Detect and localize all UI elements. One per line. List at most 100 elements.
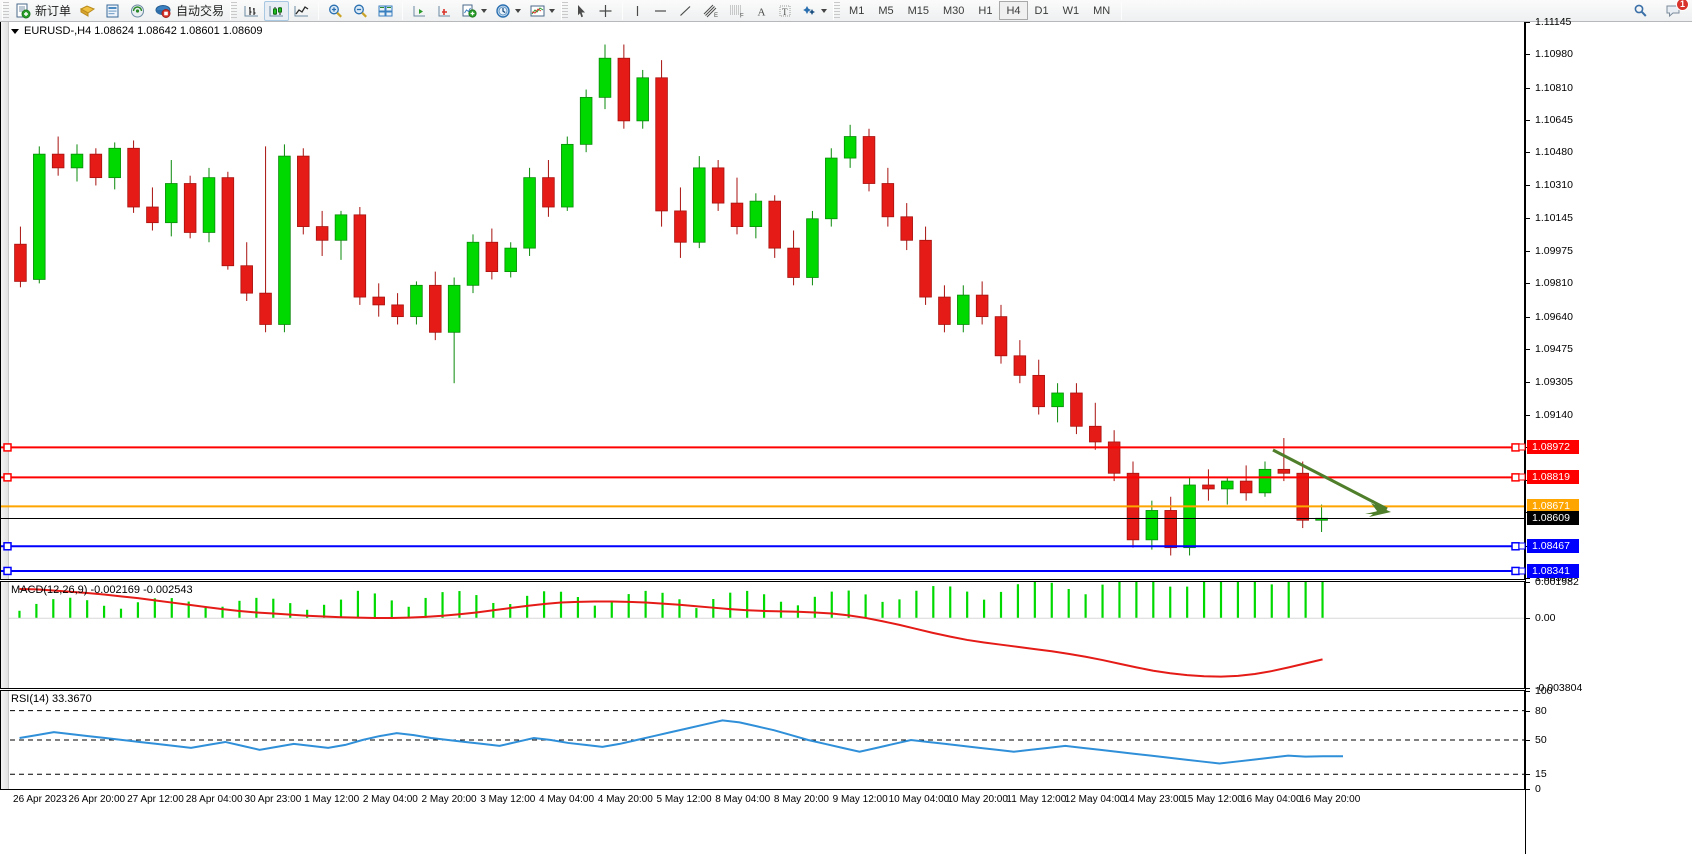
price-level-badge-pivot[interactable]: 1.08671 [1527, 499, 1579, 514]
trendline-button[interactable] [673, 1, 698, 21]
chart-symbol-label: EURUSD-,H4 1.08624 1.08642 1.08601 1.086… [24, 25, 263, 37]
navigator-button[interactable] [125, 1, 150, 21]
rsi-axis-tick: 50 [1526, 734, 1547, 746]
chart-workspace: EURUSD-,H4 1.08624 1.08642 1.08601 1.086… [0, 16, 1692, 854]
timeframe-w1[interactable]: W1 [1062, 5, 1080, 17]
vertical-line-button[interactable] [627, 1, 648, 21]
macd-pane[interactable]: MACD(12,26,9) -0.002169 -0.002543 [0, 581, 1525, 689]
line-chart-button[interactable] [289, 1, 314, 21]
crosshair-button[interactable] [593, 1, 618, 21]
indicator-dropdown-caret[interactable] [481, 8, 488, 13]
time-axis-tick: 10 May 20:00 [947, 794, 1008, 805]
svg-text:T: T [782, 7, 788, 17]
bar-chart-button[interactable] [239, 1, 264, 21]
timeframe-h4[interactable]: H4 [999, 1, 1028, 20]
price-pane[interactable]: EURUSD-,H4 1.08624 1.08642 1.08601 1.086… [0, 22, 1525, 580]
price-level-handle[interactable] [1518, 473, 1526, 481]
time-axis[interactable]: 26 Apr 2023 26 Apr 20:00 27 Apr 12:00 28 Ap… [0, 791, 1525, 813]
price-level-badge-support-1[interactable]: 1.08467 [1527, 539, 1579, 554]
fibonacci-button[interactable]: F [724, 1, 750, 21]
price-level-handle[interactable] [1518, 542, 1526, 550]
toolbar-separator-4 [1121, 1, 1123, 20]
timeframe-m1[interactable]: M1 [849, 5, 865, 17]
templates-button[interactable] [525, 1, 559, 21]
data-window-button[interactable] [100, 1, 125, 21]
time-axis-tick: 16 May 20:00 [1299, 794, 1361, 805]
price-axis[interactable]: 1.11145 1.10980 1.10810 1.10645 1.10480 1.103… [1518, 16, 1692, 854]
time-axis-tick: 9 May 12:00 [832, 794, 888, 805]
rsi-axis-tick: 0 [1526, 783, 1541, 795]
time-axis-tick: 15 May 12:00 [1182, 794, 1243, 805]
timeframe-m30[interactable]: M30 [943, 5, 965, 17]
time-axis-tick: 2 May 20:00 [421, 794, 477, 805]
price-level-handle[interactable] [1518, 567, 1526, 575]
timeframe-m5[interactable]: M5 [878, 5, 894, 17]
time-axis-tick: 16 May 04:00 [1240, 794, 1302, 805]
time-axis-tick: 4 May 20:00 [597, 794, 653, 805]
price-axis-tick: 1.10480 [1526, 146, 1573, 158]
auto-scroll-button[interactable] [432, 1, 457, 21]
arrows-dropdown-caret[interactable] [821, 8, 828, 13]
time-axis-tick: 26 Apr 2023 [13, 794, 67, 805]
rsi-pane-scroll-strip[interactable] [1, 691, 9, 789]
add-indicator-button[interactable] [457, 1, 491, 21]
price-level-handle[interactable] [1518, 443, 1526, 451]
toolbar-grip-3[interactable] [561, 1, 569, 20]
price-level-badge-resistance-1[interactable]: 1.08819 [1527, 470, 1579, 485]
rsi-pane[interactable]: RSI(14) 33.3670 [0, 690, 1525, 790]
macd-axis-tick: 0.00 [1526, 612, 1555, 624]
time-axis-tick: 5 May 12:00 [656, 794, 712, 805]
svg-text:E: E [714, 13, 718, 19]
macd-label: MACD(12,26,9) -0.002169 -0.002543 [11, 584, 193, 596]
autotrading-button[interactable]: 自动交易 [150, 1, 228, 21]
text-button[interactable]: A [750, 1, 773, 21]
price-axis-tick: 1.10645 [1526, 114, 1573, 126]
new-order-button[interactable]: 新订单 [11, 1, 75, 21]
price-level-badge-resistance-2[interactable]: 1.08972 [1527, 440, 1579, 455]
time-axis-tick: 1 May 12:00 [304, 794, 360, 805]
price-level-badge-support-2[interactable]: 1.08341 [1527, 563, 1579, 578]
macd-axis-tick: 0.001982 [1526, 576, 1579, 588]
notifications-button[interactable]: 1 [1661, 0, 1689, 21]
time-axis-tick: 2 May 04:00 [362, 794, 418, 805]
main-toolbar: 新订单 自动交易 [0, 0, 1692, 22]
period-clock-button[interactable] [491, 1, 525, 21]
price-level-badge-current-price[interactable]: 1.08609 [1527, 511, 1579, 526]
market-watch-button[interactable] [75, 1, 100, 21]
time-axis-tick: 12 May 04:00 [1064, 794, 1126, 805]
macd-pane-scroll-strip[interactable] [1, 582, 9, 688]
toolbar-grip[interactable] [2, 1, 9, 20]
tile-windows-button[interactable] [373, 1, 398, 21]
time-axis-tick: 14 May 23:00 [1123, 794, 1185, 805]
templates-dropdown-caret[interactable] [549, 8, 556, 13]
price-axis-tick: 1.09810 [1526, 277, 1573, 289]
text-label-button[interactable]: T [773, 1, 797, 21]
period-dropdown-caret[interactable] [515, 8, 522, 13]
notification-badge: 1 [1676, 0, 1689, 11]
equidistant-channel-button[interactable]: E [698, 1, 724, 21]
time-axis-tick: 10 May 04:00 [888, 794, 950, 805]
timeframe-h1[interactable]: H1 [978, 5, 993, 17]
macd-series [1, 582, 1524, 678]
price-axis-tick: 1.10810 [1526, 82, 1573, 94]
timeframe-d1[interactable]: D1 [1034, 5, 1049, 17]
zoom-out-button[interactable] [348, 1, 373, 21]
toolbar-grip-4[interactable] [833, 1, 841, 20]
price-pane-scroll-strip[interactable] [1, 22, 9, 579]
timeframe-m15[interactable]: M15 [907, 5, 929, 17]
time-axis-tick: 27 Apr 12:00 [127, 794, 184, 805]
price-axis-tick: 1.10145 [1526, 212, 1573, 224]
zoom-in-button[interactable] [323, 1, 348, 21]
price-axis-tick: 1.10310 [1526, 179, 1573, 191]
toolbar-grip-2[interactable] [230, 1, 238, 20]
chart-menu-caret-icon[interactable] [11, 28, 19, 34]
candlestick-chart-button[interactable] [264, 0, 290, 21]
cursor-button[interactable] [570, 1, 593, 21]
arrows-button[interactable] [797, 1, 831, 21]
horizontal-line-button[interactable] [648, 1, 673, 21]
toolbar-separator-2 [402, 1, 404, 20]
chart-shift-button[interactable] [407, 1, 432, 21]
timeframe-mn[interactable]: MN [1093, 5, 1111, 17]
price-axis-tick: 1.09475 [1526, 343, 1573, 355]
search-button[interactable] [1628, 1, 1653, 21]
